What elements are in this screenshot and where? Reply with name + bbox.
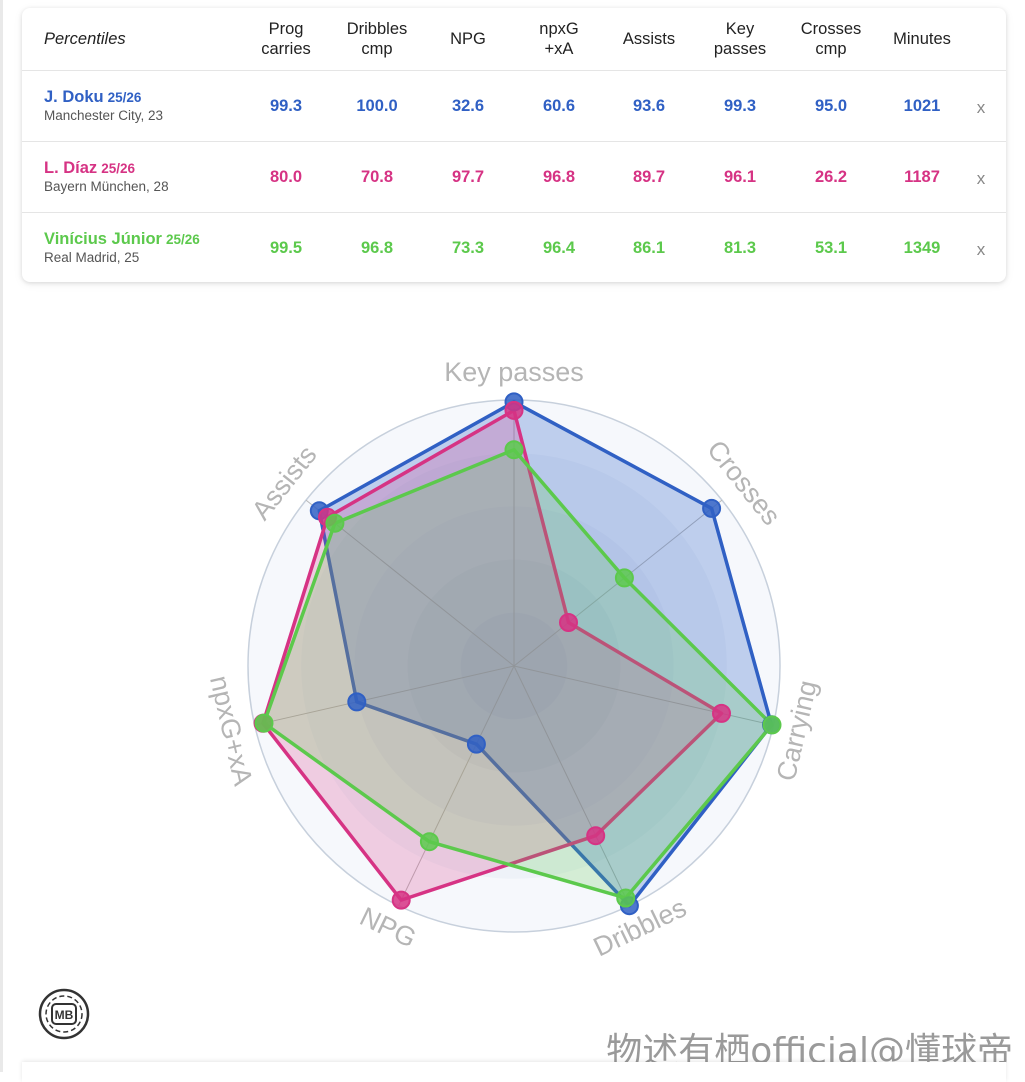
axis-spoke [398,665,515,906]
value-dribbles-cmp: 70.8 [360,167,394,186]
data-point [504,440,524,460]
value-crosses-cmp: 53.1 [814,238,848,257]
value-minutes: 1349 [903,238,941,257]
series-area [262,447,774,900]
value-prog-carries: 99.5 [269,238,303,257]
data-point [419,832,439,852]
value-dribbles-cmp: 96.8 [360,238,394,257]
player-team: Real Madrid, 25 [44,250,140,265]
data-point [762,715,782,735]
remove-player-button[interactable]: x [976,98,986,117]
header-percentiles: Percentiles [44,30,126,48]
data-point [466,734,486,754]
player-team: Manchester City, 23 [44,108,164,123]
data-point [702,498,722,518]
value-npxg-xa: 60.6 [542,96,576,115]
data-point [325,513,345,533]
value-assists: 89.7 [632,167,666,186]
bottom-card-edge [22,1062,1006,1082]
value-key-passes: 99.3 [723,96,757,115]
axis-spoke [254,665,515,726]
value-npg: 97.7 [451,167,485,186]
data-point [254,713,274,733]
value-prog-carries: 80.0 [269,167,303,186]
remove-player-button[interactable]: x [976,240,986,259]
player-name[interactable]: J. Doku 25/26 [44,88,142,106]
left-edge [0,0,3,1072]
value-npxg-xa: 96.4 [542,238,576,257]
value-crosses-cmp: 95.0 [814,96,848,115]
radar-chart: Key passesCrossesCarryingDribblesNPGnpxG… [204,357,823,962]
value-assists: 86.1 [632,238,666,257]
data-point [586,826,606,846]
value-dribbles-cmp: 100.0 [356,96,398,115]
header-npxg-xa: npxG +xA [539,20,579,58]
player-team: Bayern München, 28 [44,179,169,194]
data-point [712,703,731,723]
header-minutes: Minutes [893,30,951,48]
value-npxg-xa: 96.8 [542,167,576,186]
data-point [391,890,411,910]
data-point [559,613,578,632]
value-npg: 73.3 [451,238,485,257]
header-crosses-cmp: Crosses cmp [800,20,862,58]
mb-logo-icon: MB [38,988,90,1040]
table-header: Percentiles Prog carries Dribbles cmp NP… [22,8,1006,71]
player-name[interactable]: Vinícius Júnior 25/26 [44,230,200,248]
header-key-passes: Key passes [713,20,767,58]
value-minutes: 1187 [904,167,940,186]
value-npg: 32.6 [451,96,485,115]
axis-spoke [513,665,630,906]
series-area [261,408,724,902]
value-prog-carries: 99.3 [269,96,303,115]
axis-label: Key passes [444,357,584,387]
header-assists: Assists [622,30,676,48]
data-point [614,568,634,588]
player-row-vinicius: Vinícius Júnior 25/26 Real Madrid, 25 99.… [22,213,1006,283]
player-row-doku: J. Doku 25/26 Manchester City, 23 99.3 10… [22,71,1006,142]
header-prog-carries: Prog carries [261,20,311,58]
header-npg: NPG [450,30,486,48]
data-point [504,400,524,420]
value-minutes: 1021 [903,96,941,115]
header-dribbles-cmp: Dribbles cmp [346,20,408,58]
value-key-passes: 81.3 [723,238,757,257]
data-point [616,888,636,908]
data-point [347,692,367,712]
value-assists: 93.6 [632,96,666,115]
value-key-passes: 96.1 [723,167,757,186]
remove-player-button[interactable]: x [976,169,986,188]
player-name[interactable]: L. Díaz 25/26 [44,159,135,177]
series-area [317,400,774,908]
value-crosses-cmp: 26.2 [814,167,848,186]
logo-text: MB [55,1008,74,1022]
percentile-table: Percentiles Prog carries Dribbles cmp NP… [22,8,1006,282]
player-row-diaz: L. Díaz 25/26 Bayern München, 28 80.0 70.… [22,142,1006,213]
